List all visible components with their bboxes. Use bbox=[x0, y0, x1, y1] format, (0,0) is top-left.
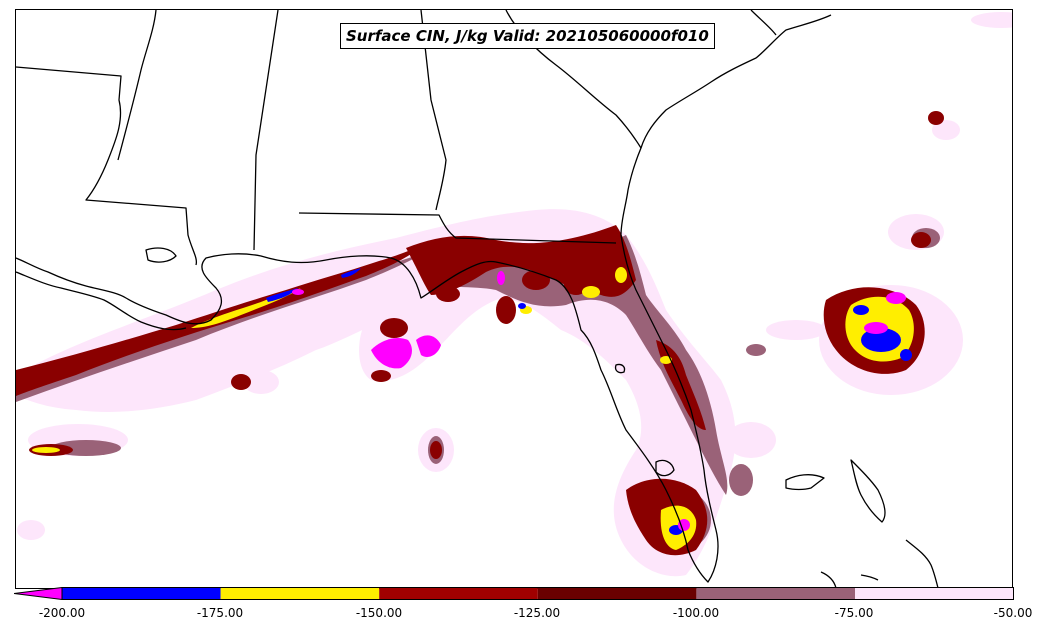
tick-label-1: -200.00 bbox=[38, 606, 86, 620]
tick-label-2: -175.00 bbox=[196, 606, 244, 620]
cin-shading-magenta bbox=[292, 271, 906, 531]
colorbar-tick-labels: -200.00 -175.00 -150.00 -125.00 -100.00 … bbox=[0, 606, 1044, 626]
colorbar-bin-6 bbox=[855, 587, 1014, 600]
colorbar-outline bbox=[61, 587, 1014, 600]
colorbar-bin-2 bbox=[220, 587, 380, 600]
tick-label-7: -50.00 bbox=[993, 606, 1033, 620]
map-title: Surface CIN, J/kg Valid: 202105060000f01… bbox=[340, 23, 715, 49]
cin-map bbox=[16, 10, 1012, 588]
coastline-and-borders bbox=[16, 10, 939, 588]
colorbar-bin-4 bbox=[537, 587, 697, 600]
tick-label-5: -100.00 bbox=[672, 606, 720, 620]
colorbar bbox=[14, 587, 1014, 600]
tick-label-6: -75.00 bbox=[834, 606, 874, 620]
tick-label-4: -125.00 bbox=[513, 606, 561, 620]
map-panel: Surface CIN, J/kg Valid: 202105060000f01… bbox=[15, 9, 1013, 589]
colorbar-bin-1 bbox=[62, 587, 221, 600]
colorbar-bin-5 bbox=[696, 587, 855, 600]
colorbar-bin-3 bbox=[379, 587, 538, 600]
tick-label-3: -150.00 bbox=[355, 606, 403, 620]
colorbar-extend-min bbox=[14, 587, 63, 600]
